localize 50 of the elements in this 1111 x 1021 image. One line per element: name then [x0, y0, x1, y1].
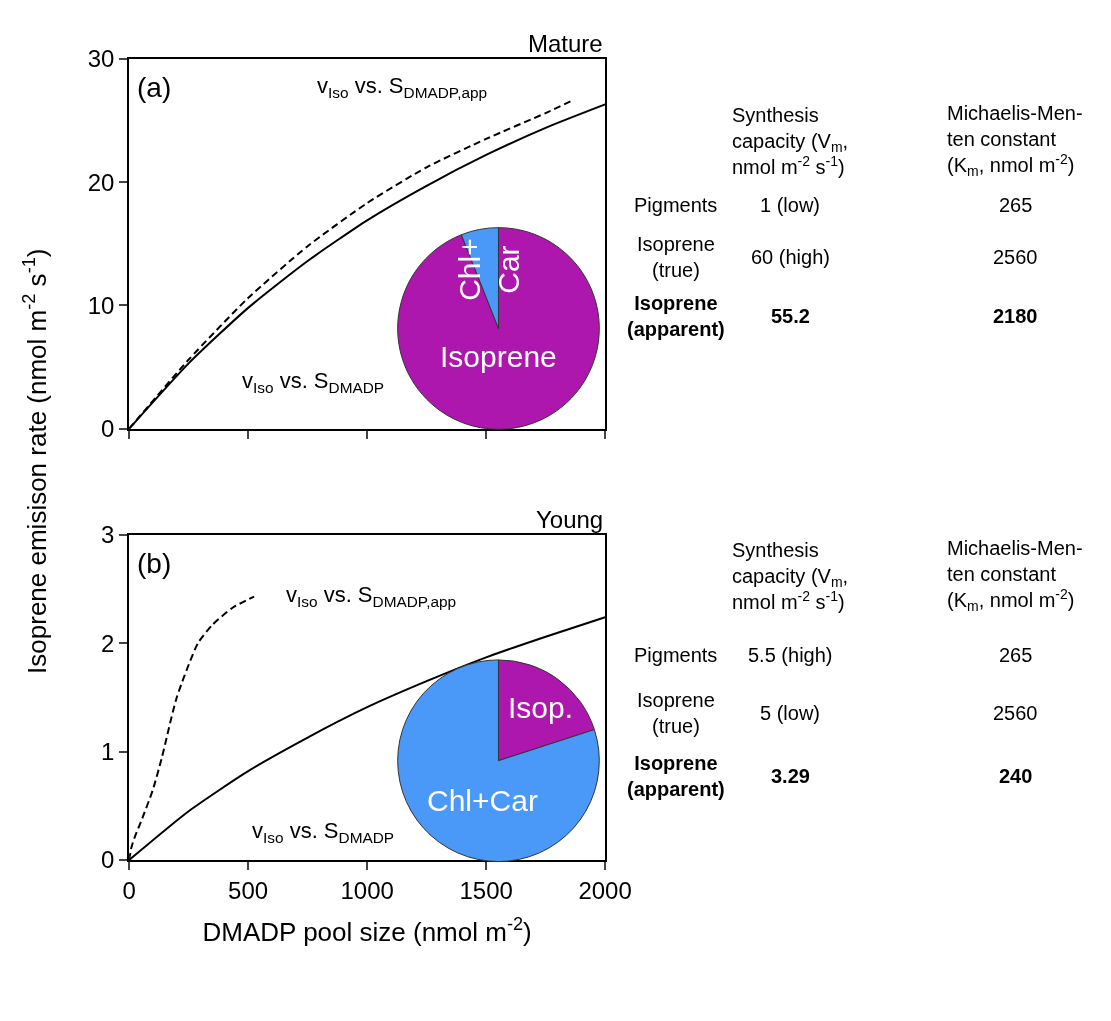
category-label: Isoprene (apparent)	[627, 752, 725, 800]
x-tick-label: 1500	[459, 876, 513, 904]
y-tick-label: 30	[87, 45, 115, 73]
text: 5 (low)	[760, 702, 821, 724]
category-label: Isoprene (true)	[637, 689, 715, 737]
text: 265	[999, 194, 1033, 216]
y-tick-label: 3	[100, 521, 115, 549]
category-label: Michaelis-Men- ten constant (K$_{m}$, nmol m$^{-2}$)	[947, 102, 1083, 180]
x-tick-label: 2000	[578, 876, 632, 904]
text: 60 (high)	[751, 246, 830, 268]
category-label: Synthesis capacity (V$_{m}$, nmol m$^{-2}$ s$^{-1}$)	[732, 539, 849, 613]
text: 1 (low)	[760, 194, 821, 216]
pie-slice	[397, 227, 600, 430]
slice-label: Isop.	[508, 691, 574, 724]
category-label: Pigments	[634, 194, 718, 216]
annotation: v$_{Iso}$ vs. S$_{DMADP,app}$	[317, 73, 488, 101]
text: 55.2	[771, 305, 810, 327]
annotation: (b)	[137, 548, 172, 579]
slice-label: Chl+Car	[427, 784, 538, 817]
category-label: Isoprene (apparent)	[627, 292, 725, 340]
x-tick-label: 0	[122, 876, 136, 904]
y-tick-label: 20	[87, 168, 115, 196]
y-tick-label: 10	[87, 291, 115, 319]
category-label: Isoprene (true)	[637, 233, 715, 281]
chart-title: Mature	[528, 30, 603, 57]
y-tick-label: 0	[100, 846, 115, 874]
category-label: Pigments	[634, 644, 718, 666]
slice-label: Isoprene	[440, 340, 557, 373]
annotation: v$_{Iso}$ vs. S$_{DMADP,app}$	[286, 582, 457, 610]
annotation: v$_{Iso}$ vs. S$_{DMADP}$	[252, 818, 395, 846]
annotation: v$_{Iso}$ vs. S$_{DMADP}$	[242, 368, 385, 396]
pie-slice	[397, 659, 600, 862]
text: 265	[999, 644, 1033, 666]
y-tick-label: 0	[100, 415, 115, 443]
text: 2180	[993, 305, 1038, 327]
text: 2560	[993, 702, 1038, 724]
y-tick-label: 1	[100, 738, 115, 766]
category-label: Synthesis capacity (V$_{m}$, nmol m$^{-2}$ s$^{-1}$)	[732, 104, 849, 178]
x-tick-label: 1000	[340, 876, 394, 904]
y-tick-label: 2	[100, 629, 115, 657]
annotation: (a)	[137, 72, 172, 103]
text: 240	[999, 765, 1033, 787]
chart-title: Young	[536, 506, 604, 533]
text: 2560	[993, 246, 1038, 268]
x-axis-title: DMADP pool size (nmol m$^{-2}$)	[202, 914, 532, 948]
text: 5.5 (high)	[748, 644, 833, 666]
x-tick-label: 500	[228, 876, 269, 904]
slice-label: Chl+ Car	[452, 238, 525, 301]
text: 3.29	[771, 765, 810, 787]
category-label: Michaelis-Men- ten constant (K$_{m}$, nmol m$^{-2}$)	[947, 537, 1083, 615]
